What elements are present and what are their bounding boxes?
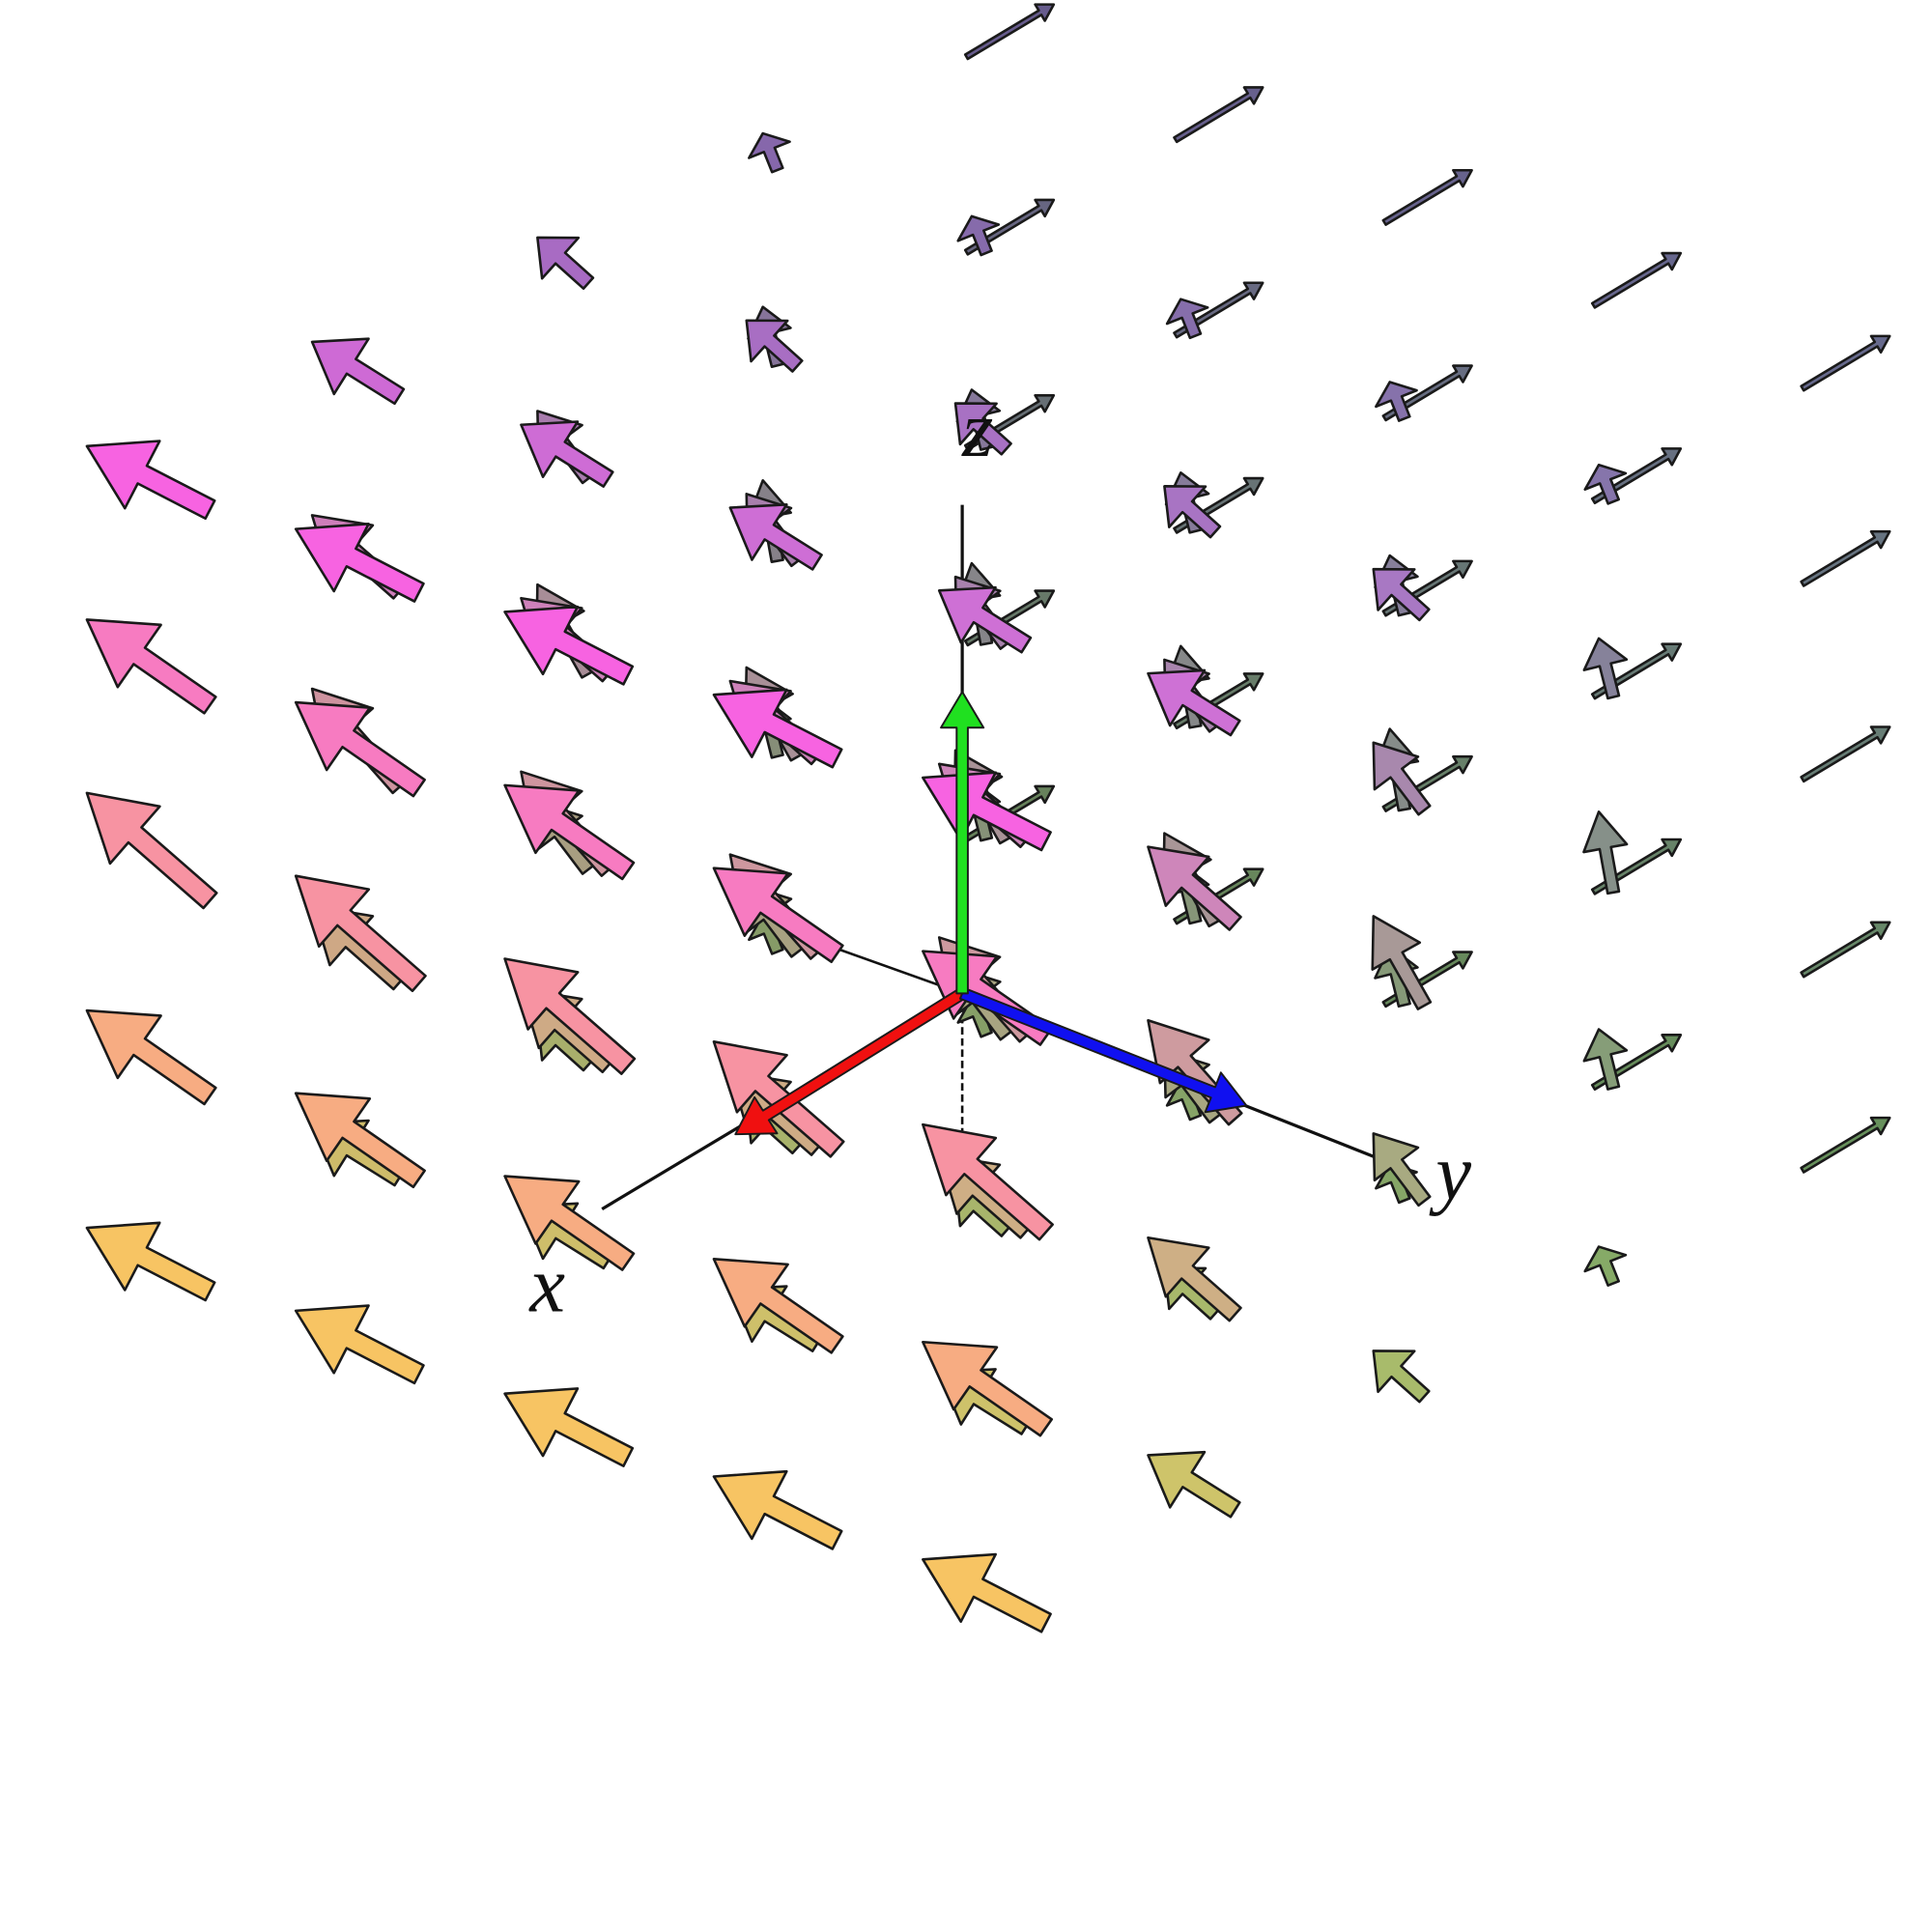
field-arrow: [536, 236, 595, 290]
field-arrow: [712, 1469, 843, 1550]
field-arrow: [85, 1221, 216, 1302]
field-arrow: [1372, 741, 1432, 816]
field-arrow: [1381, 168, 1473, 226]
field-arrow: [1800, 334, 1891, 392]
field-arrow: [712, 1258, 844, 1354]
field-arrow: [956, 214, 1001, 257]
field-arrow: [1800, 529, 1891, 587]
field-arrow: [1372, 1350, 1431, 1404]
field-arrow: [503, 957, 637, 1075]
field-arrow: [1372, 1132, 1432, 1208]
field-arrow: [922, 1552, 1052, 1634]
field-arrow: [1800, 921, 1891, 979]
field-arrow: [1163, 485, 1222, 539]
field-arrow: [922, 1122, 1054, 1241]
scene-3d: x y z: [85, 3, 1891, 1634]
field-arrow: [937, 585, 1033, 654]
field-arrow: [1590, 251, 1683, 309]
field-arrow: [712, 867, 844, 964]
basis-arrows: [734, 691, 1248, 1136]
field-arrow: [1147, 668, 1241, 737]
field-arrow: [1173, 86, 1264, 144]
field-arrow: [503, 1387, 635, 1467]
x-axis-label: x: [527, 1239, 565, 1328]
field-arrow: [85, 791, 218, 910]
z-axis-label: z: [961, 384, 993, 473]
field-arrow: [1375, 381, 1418, 422]
z-basis-arrow: [940, 691, 985, 995]
field-arrow: [712, 688, 843, 769]
field-arrow: [294, 1092, 426, 1189]
x-basis-arrow: [734, 987, 967, 1136]
field-arrow: [1800, 725, 1891, 783]
field-arrow: [1582, 810, 1629, 895]
y-basis-arrow: [958, 986, 1248, 1114]
field-arrow: [85, 1009, 217, 1106]
field-arrow: [294, 874, 427, 993]
field-arrow: [922, 1340, 1054, 1437]
field-arrow: [310, 337, 406, 406]
field-arrow: [503, 1175, 636, 1271]
field-arrow: [728, 503, 823, 571]
field-arrow: [1582, 637, 1629, 700]
field-arrow: [963, 3, 1056, 61]
field-arrow: [953, 402, 1012, 456]
field-arrow: [1372, 567, 1431, 622]
field-arrow: [85, 618, 217, 715]
y-axis-label: y: [1429, 1127, 1471, 1216]
field-arrow: [1147, 845, 1242, 931]
field-arrow: [294, 700, 426, 798]
field-arrow: [1583, 463, 1628, 505]
field-arrow: [1583, 1245, 1628, 1287]
field-arrow: [85, 440, 216, 521]
field-arrow: [520, 420, 614, 488]
field-arrow: [1582, 1028, 1629, 1091]
field-arrow: [1800, 1116, 1891, 1174]
field-arrow: [1165, 298, 1209, 340]
field-arrow: [503, 783, 636, 881]
field-arrow: [712, 1040, 845, 1158]
field-arrow: [294, 523, 425, 603]
vector-field: [85, 3, 1891, 1634]
field-arrow: [294, 1304, 425, 1385]
field-arrow: [1147, 1450, 1241, 1519]
field-arrow: [1147, 1236, 1242, 1322]
field-arrow: [748, 131, 791, 174]
field-arrow: [1371, 915, 1433, 1010]
field-arrow: [745, 319, 804, 373]
field-arrow: [503, 605, 635, 686]
